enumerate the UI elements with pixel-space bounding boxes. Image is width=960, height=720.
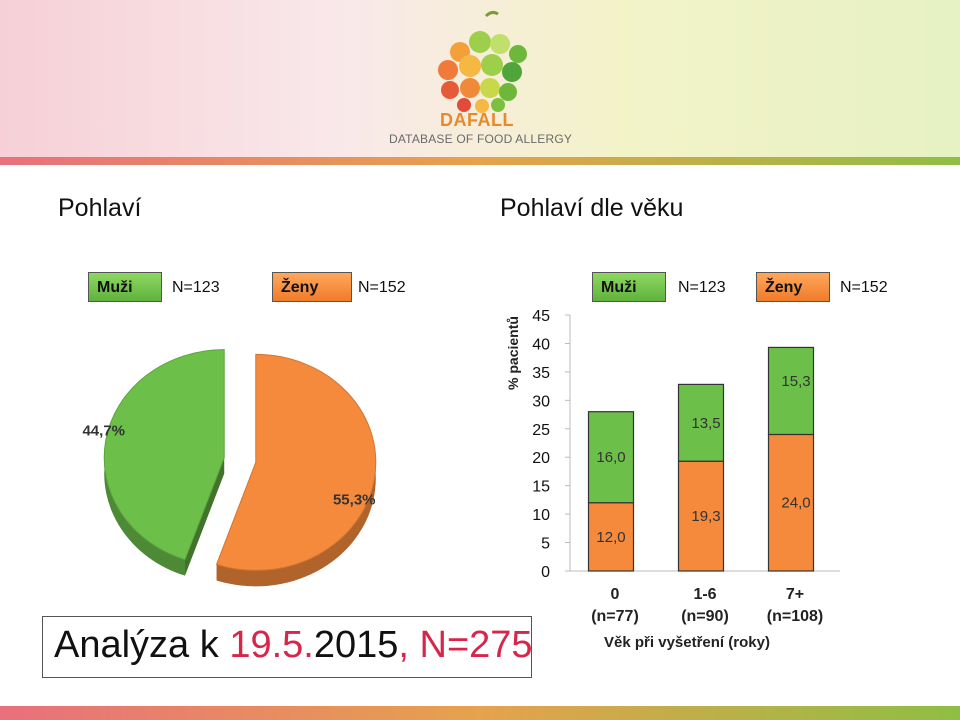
- analysis-prefix: Analýza k: [54, 624, 230, 666]
- y-tick-label: 25: [532, 422, 550, 439]
- dafall-logo-icon: [438, 10, 527, 113]
- x-tick-label: 1-6: [693, 586, 716, 603]
- bar-segment-female: [587, 502, 635, 572]
- bar-value-label: 13,5: [691, 415, 720, 432]
- bar-value-label: 12,0: [596, 529, 625, 546]
- footer-divider: [0, 706, 960, 720]
- logo-subtitle: DATABASE OF FOOD ALLERGY: [389, 132, 573, 146]
- legend-male-n: N=123: [172, 279, 220, 296]
- heading-gender: Pohlaví: [58, 194, 142, 222]
- analysis-box: [42, 616, 532, 678]
- analysis-year: 2015: [313, 624, 399, 666]
- y-tick-label: 35: [532, 365, 550, 382]
- heading-gender-by-age: Pohlaví dle věku: [500, 194, 684, 222]
- bar-value-label: 16,0: [596, 449, 625, 466]
- header-band: [0, 0, 960, 157]
- y-axis-title: % pacientů: [505, 316, 521, 390]
- analysis-date: 19.5.: [229, 624, 314, 666]
- y-tick-label: 20: [532, 450, 550, 467]
- pie-value-label: 55,3%: [333, 492, 376, 509]
- pie-slice-female: 55,3%: [215, 353, 377, 587]
- pie-value-label: 44,7%: [82, 422, 125, 439]
- y-tick-label: 40: [532, 336, 550, 353]
- bar-value-label: 15,3: [781, 373, 810, 390]
- header-divider: [0, 157, 960, 165]
- pie-slice-top: [215, 353, 377, 571]
- bar-segment-male: [767, 346, 815, 436]
- bar-segment-female: [767, 433, 815, 572]
- x-axis-title: Věk při vyšetření (roky): [604, 634, 770, 651]
- pie-slice-male: 44,7%: [82, 349, 225, 576]
- legend-female-n: N=152: [840, 279, 888, 296]
- y-tick-label: 10: [532, 507, 550, 524]
- bar-value-label: 24,0: [781, 495, 810, 512]
- gender-by-age-bar-chart: 0 5 10 15 20 25 30 35 40 45 % pacientů 12,0 16,0 0 (n=…: [505, 308, 840, 651]
- y-tick-label: 15: [532, 479, 550, 496]
- legend-male-swatch: Muži: [592, 272, 666, 302]
- pie-slice-top: [103, 349, 225, 561]
- y-tick-label: 5: [541, 536, 550, 553]
- logo-name: DAFALL: [440, 110, 514, 130]
- legend-female-swatch: Ženy: [272, 272, 352, 302]
- analysis-n: N=275: [419, 624, 533, 666]
- analysis-text: Analýza k 19.5.2015, N=275: [54, 624, 533, 667]
- legend-male-n: N=123: [678, 279, 726, 296]
- legend-female-swatch: Ženy: [756, 272, 830, 302]
- bar-segment-female: [677, 460, 725, 572]
- y-tick-label: 0: [541, 564, 550, 581]
- legend-male-swatch: Muži: [88, 272, 162, 302]
- x-tick-n-label: (n=108): [767, 608, 823, 625]
- pie-slice-edge: [184, 457, 225, 576]
- gender-pie-chart: 44,7% 55,3%: [82, 349, 377, 587]
- legend-female-n: N=152: [358, 279, 406, 296]
- x-tick-label: 0: [611, 586, 620, 603]
- y-tick-label: 45: [532, 308, 550, 325]
- bar-value-label: 19,3: [691, 508, 720, 525]
- bar-segment-male: [587, 411, 635, 504]
- x-tick-n-label: (n=90): [681, 608, 729, 625]
- x-tick-n-label: (n=77): [591, 608, 639, 625]
- bar-segment-male: [677, 383, 725, 462]
- analysis-separator: ,: [398, 624, 420, 666]
- x-tick-label: 7+: [786, 586, 804, 603]
- y-tick-label: 30: [532, 393, 550, 410]
